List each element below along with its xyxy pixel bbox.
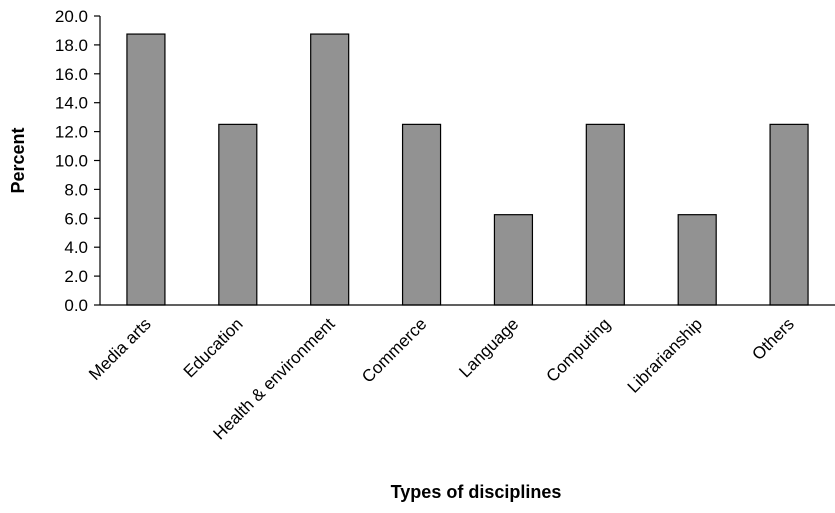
x-category-label: Education <box>180 314 247 381</box>
x-category-label: Librarianship <box>624 314 706 396</box>
x-axis-title: Types of disciplines <box>391 482 562 502</box>
bar <box>585 123 625 306</box>
y-axis-ticks: 0.0 2.0 4.0 6.0 8.0 10.0 12.0 14.0 16.0 18.0 20.0 <box>55 7 100 315</box>
y-tick-label: 8.0 <box>64 180 88 199</box>
y-tick-label: 0.0 <box>64 296 88 315</box>
y-tick-label: 4.0 <box>64 238 88 257</box>
y-tick-label: 16.0 <box>55 65 88 84</box>
x-category-label: Commerce <box>358 314 430 386</box>
x-category-label: Others <box>748 314 798 364</box>
x-category-label: Language <box>455 314 522 381</box>
y-tick-label: 20.0 <box>55 7 88 26</box>
bar <box>310 33 350 306</box>
bar <box>493 214 534 306</box>
y-tick-label: 18.0 <box>55 36 88 55</box>
y-tick-label: 14.0 <box>55 94 88 113</box>
bar <box>218 123 258 306</box>
bar <box>677 214 717 306</box>
y-tick-label: 2.0 <box>64 267 88 286</box>
bar <box>401 123 442 306</box>
y-tick-label: 6.0 <box>64 209 88 228</box>
y-tick-label: 12.0 <box>55 123 88 142</box>
bars <box>126 33 809 306</box>
bar <box>769 123 809 306</box>
y-tick-label: 10.0 <box>55 152 88 171</box>
x-category-label: Computing <box>543 314 615 386</box>
bar <box>126 33 166 306</box>
x-category-label: Media arts <box>85 314 155 384</box>
y-axis-title: Percent <box>8 127 28 193</box>
